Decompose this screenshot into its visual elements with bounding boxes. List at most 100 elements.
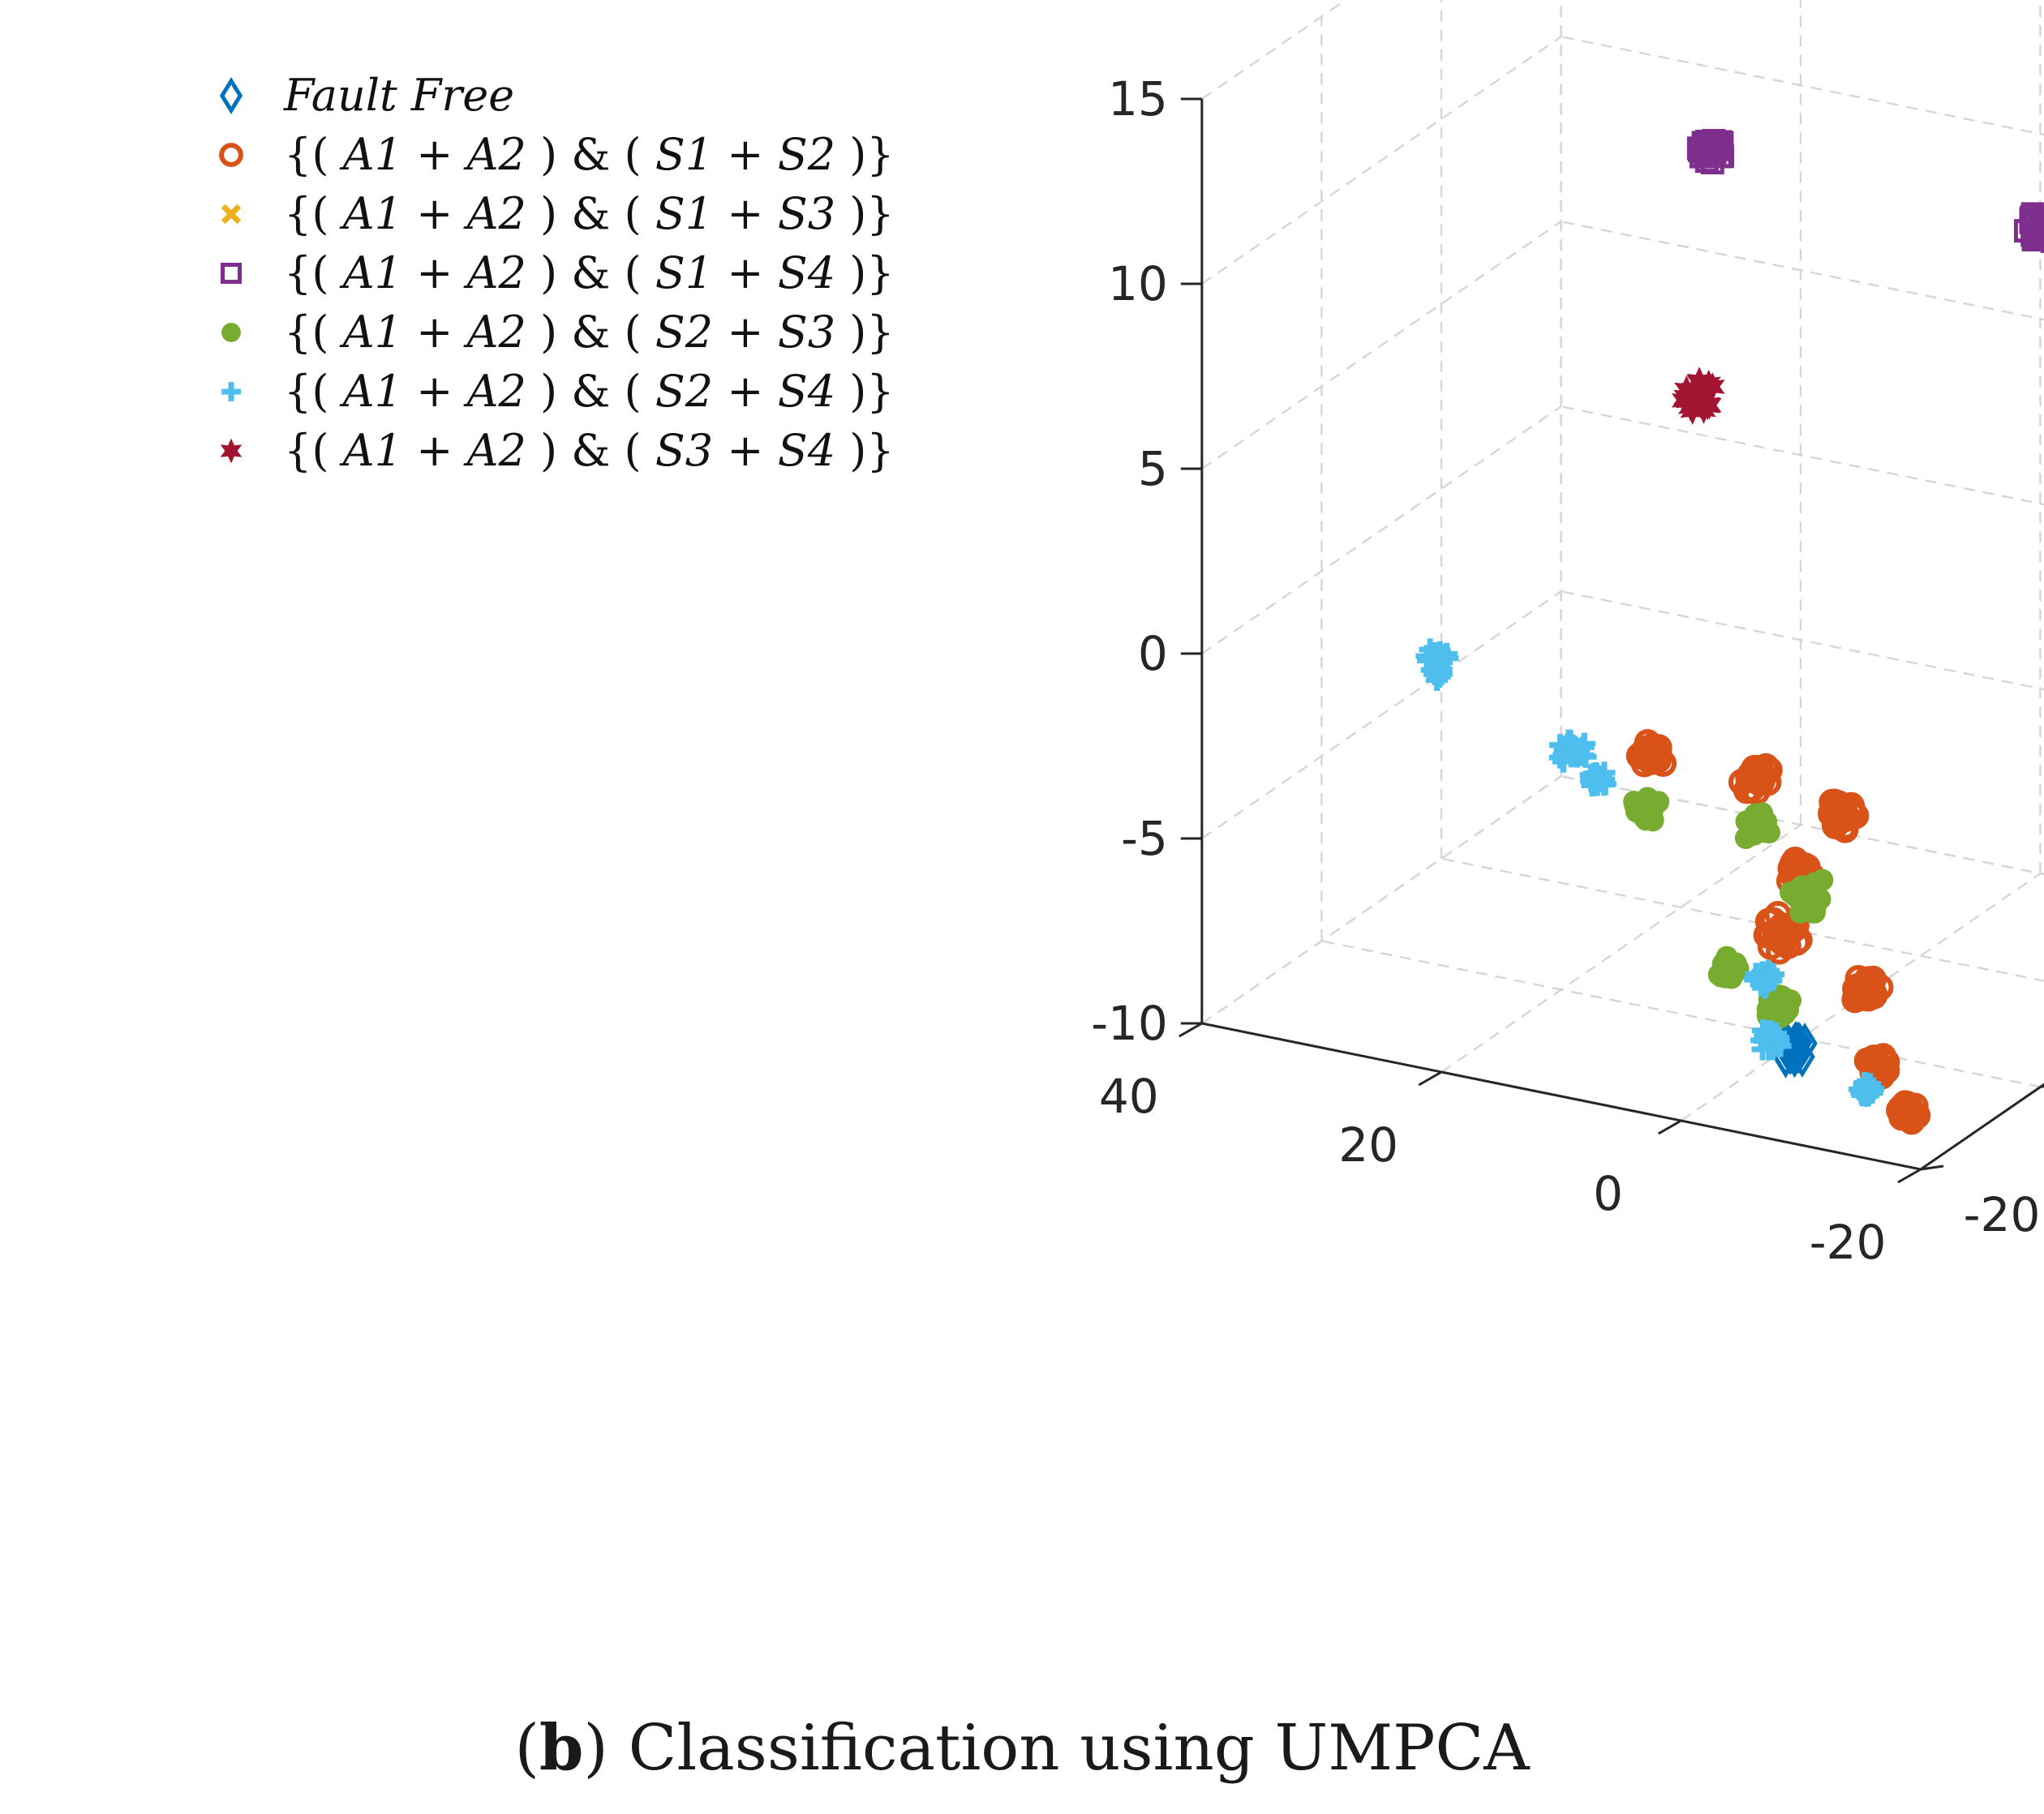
legend-marker — [219, 143, 243, 167]
legend-label-part: + — [713, 247, 778, 298]
caption-label: b — [539, 1711, 584, 1785]
legend-label-part: S3 — [778, 188, 835, 239]
data-point — [1419, 638, 1441, 661]
data-point — [1552, 750, 1575, 773]
y-axis — [1920, 1083, 2044, 1171]
legend-label-part: )} — [835, 129, 895, 180]
legend-label-part: A2 — [463, 307, 526, 358]
data-point — [1715, 958, 1737, 980]
data-point — [1789, 1036, 1815, 1078]
legend-entry: {( A1 + A2 ) & ( S1 + S2 )} — [219, 129, 895, 180]
legend-label-part: ) & ( — [526, 247, 655, 298]
y-tick-label: -20 — [1964, 1187, 2041, 1242]
data-point — [1745, 804, 1767, 827]
data-cluster — [1671, 367, 1725, 425]
data-cluster — [1750, 1019, 1792, 1061]
legend-label-part: S1 — [655, 188, 713, 239]
legend-label-part: A1 — [339, 307, 402, 358]
legend-label-part: A1 — [339, 188, 402, 239]
data-point — [1844, 975, 1871, 1002]
grid-line — [1321, 940, 2041, 1088]
grid-line — [1561, 221, 2044, 321]
data-points — [1415, 129, 2044, 1135]
data-cluster — [1623, 787, 1670, 832]
x-tick — [1179, 1022, 1203, 1038]
grid-lines — [1200, 0, 2044, 1171]
legend-label-part: S1 — [655, 129, 713, 180]
data-point — [1685, 375, 1711, 405]
legend-label-part: ) & ( — [526, 425, 655, 476]
data-point — [1829, 814, 1857, 843]
data-cluster — [1686, 129, 1735, 174]
legend-label-part: {( — [284, 129, 343, 180]
legend-label-part: {( — [284, 366, 343, 417]
legend-label-part: A2 — [463, 188, 526, 239]
legend-label: {( A1 + A2 ) & ( S2 + S4 )} — [284, 366, 895, 417]
legend-label-part: A2 — [463, 425, 526, 476]
legend-entry: {( A1 + A2 ) & ( S2 + S3 )} — [221, 307, 895, 358]
data-point — [1827, 804, 1854, 831]
legend-label-part: {( — [284, 425, 343, 476]
grid-line — [1561, 405, 2044, 506]
legend-label-part: + — [713, 129, 778, 180]
grid-line — [1201, 0, 1348, 100]
data-cluster — [1849, 1071, 1885, 1107]
x-axis — [1201, 1022, 1922, 1171]
grid-line — [1201, 590, 1562, 839]
legend-label-part: S3 — [655, 425, 713, 476]
legend-label: Fault Free — [283, 70, 514, 121]
legend-label-part: )} — [835, 307, 895, 358]
legend-label-part: + — [713, 366, 778, 417]
x-tick — [1897, 1168, 1922, 1184]
legend-label-part: ) & ( — [526, 129, 655, 180]
legend-label-part: A2 — [463, 247, 526, 298]
x-tick-label: 40 — [1099, 1069, 1159, 1124]
series-hexagram — [1671, 367, 1725, 425]
legend-label-part: + — [402, 247, 467, 298]
grid-line — [1201, 221, 1562, 470]
legend-label-part: A1 — [339, 247, 402, 298]
legend-label-part: ) & ( — [526, 188, 655, 239]
grid-line — [1561, 36, 2044, 136]
series-dot — [1623, 787, 1834, 1029]
data-cluster — [1707, 946, 1750, 989]
legend-entry: {( A1 + A2 ) & ( S1 + S4 )} — [221, 247, 895, 298]
z-tick-label: 15 — [1108, 71, 1168, 127]
legend-label-part: + — [713, 425, 778, 476]
legend-label-part: + — [402, 425, 467, 476]
data-point — [1593, 761, 1616, 784]
legend-entry: {( A1 + A2 ) & ( S2 + S4 )} — [221, 366, 895, 417]
data-point — [1634, 736, 1662, 765]
data-cluster — [1779, 868, 1834, 924]
legend-label-part: {( — [284, 188, 343, 239]
data-cluster — [1548, 729, 1597, 773]
data-point — [1708, 130, 1733, 154]
legend-label-part: S4 — [778, 425, 835, 476]
y-tick — [1920, 1164, 1944, 1171]
legend: Fault Free {( A1 + A2 ) & ( S1 + S2 )} {( … — [219, 70, 895, 476]
data-point — [1671, 386, 1697, 415]
legend-label-part: )} — [835, 366, 895, 417]
legend-entry: {( A1 + A2 ) & ( S1 + S3 )} — [221, 188, 895, 239]
x-tick — [1418, 1070, 1442, 1087]
data-point — [1894, 1091, 1922, 1118]
data-point — [1700, 372, 1725, 401]
legend-label: {( A1 + A2 ) & ( S1 + S2 )} — [284, 129, 895, 180]
data-point — [1640, 802, 1663, 825]
data-cluster — [1753, 901, 1813, 965]
legend-label: {( A1 + A2 ) & ( S3 + S4 )} — [284, 425, 895, 476]
legend-label: {( A1 + A2 ) & ( S2 + S3 )} — [284, 307, 895, 358]
legend-label-part: S4 — [778, 247, 835, 298]
legend-label-part: S4 — [778, 366, 835, 417]
grid-line — [1441, 857, 2044, 982]
legend-label-part: A1 — [339, 425, 402, 476]
series-circle — [1625, 729, 1931, 1135]
grid-line — [1201, 775, 1562, 1024]
data-point — [1745, 963, 1768, 985]
x-tick-label: 0 — [1593, 1166, 1623, 1221]
data-point — [1739, 759, 1767, 787]
grid-line — [1201, 405, 1562, 654]
data-cluster — [1817, 788, 1870, 843]
legend-label-part: Fault Free — [283, 70, 514, 121]
